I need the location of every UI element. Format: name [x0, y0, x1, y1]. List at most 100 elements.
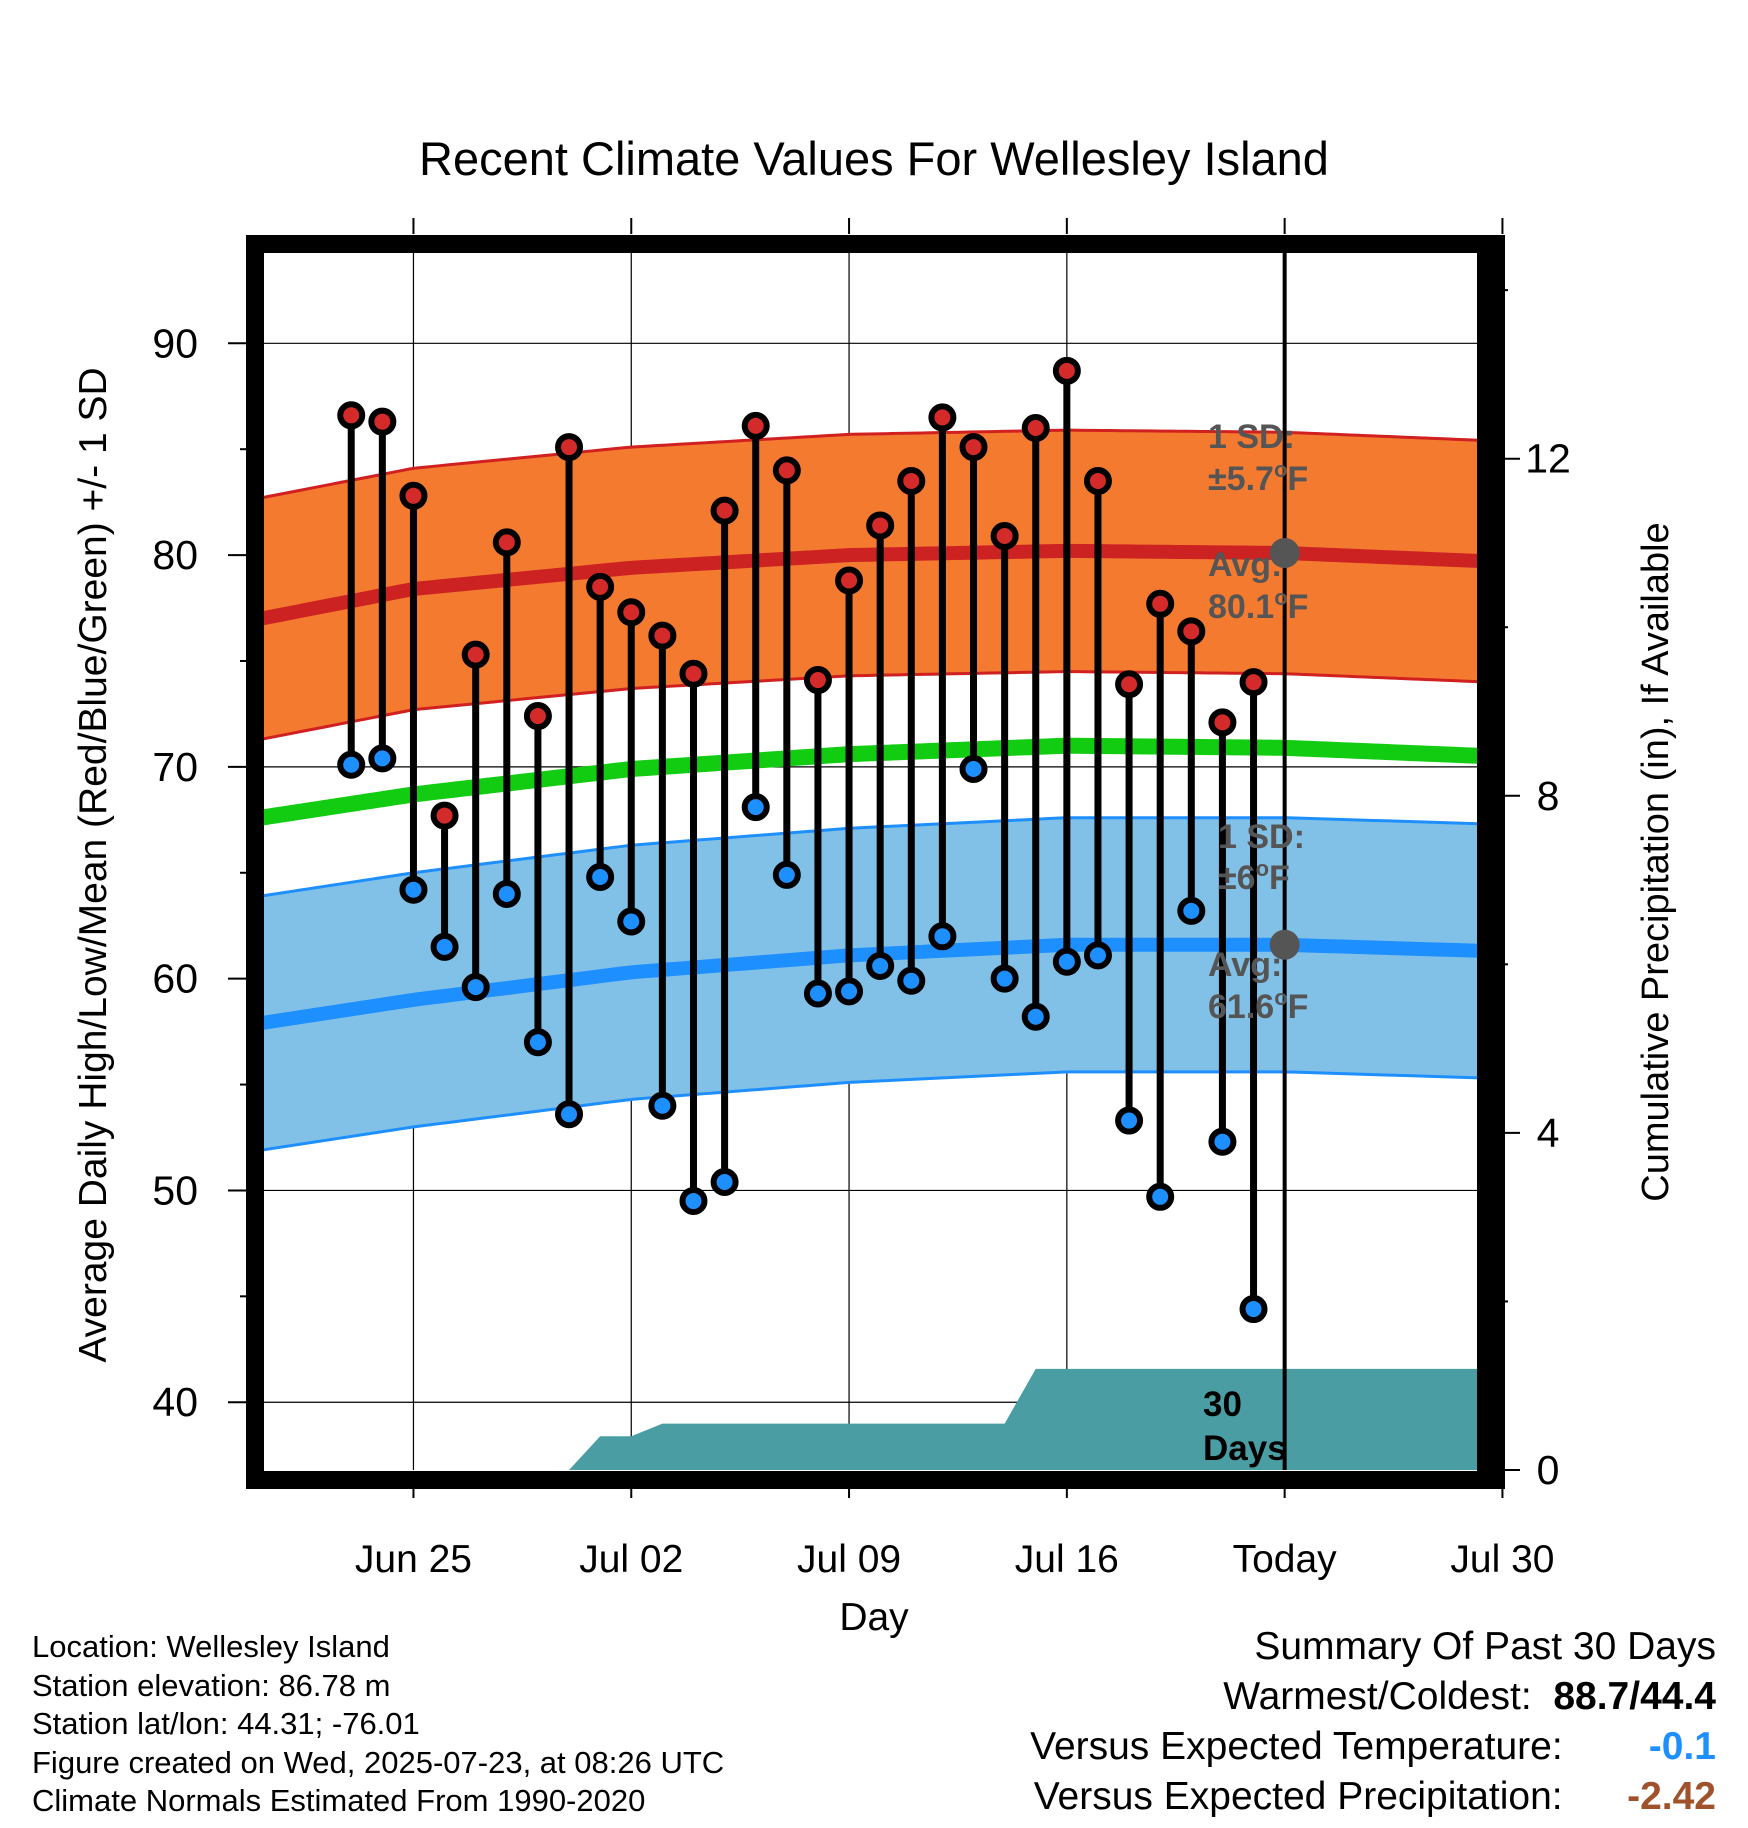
low-sd-label: 1 SD: [1218, 818, 1305, 856]
station-info: Location: Wellesley Island Station eleva… [32, 1628, 724, 1821]
high-point [741, 411, 770, 440]
x-tick-label: Today [1233, 1538, 1338, 1581]
high-sd-label: 1 SD: [1208, 418, 1295, 456]
high-point [1021, 414, 1050, 443]
high-point [399, 481, 428, 510]
low-point [1146, 1182, 1175, 1211]
low-point [492, 879, 521, 908]
summary-panel: Summary Of Past 30 Days Warmest/Coldest:… [1030, 1622, 1716, 1822]
low-avg-value: 61.6oF [1208, 985, 1308, 1026]
low-point [772, 860, 801, 889]
high-point [1115, 670, 1144, 699]
low-point [337, 750, 366, 779]
location-text: Location: Wellesley Island [32, 1629, 390, 1664]
summary-temp-row: Versus Expected Temperature: -0.1 [1030, 1722, 1716, 1772]
days-count-label: 30 [1203, 1385, 1242, 1424]
low-point [928, 922, 957, 951]
x-axis-label: Day [839, 1596, 909, 1639]
low-point [586, 863, 615, 892]
y2-tick-label: 4 [1537, 1110, 1560, 1156]
low-point [1177, 896, 1206, 925]
warmest-value: 88.7/44.4 [1553, 1675, 1716, 1718]
high-point [430, 801, 459, 830]
low-sd-value: ±6oF [1218, 856, 1290, 897]
high-point [492, 528, 521, 557]
high-point [1177, 617, 1206, 646]
low-point [523, 1028, 552, 1057]
high-point [835, 566, 864, 595]
x-tick-label: Jul 09 [797, 1538, 901, 1581]
temp-label: Versus Expected Temperature: [1030, 1725, 1563, 1768]
high-point [679, 659, 708, 688]
high-point [1083, 466, 1112, 495]
high-point [866, 511, 895, 540]
temp-value: -0.1 [1648, 1725, 1716, 1768]
low-point [555, 1100, 584, 1129]
x-tick-label: Jun 25 [355, 1538, 472, 1581]
low-point [741, 793, 770, 822]
summary-warmest-row: Warmest/Coldest: 88.7/44.4 [1030, 1672, 1716, 1722]
low-point [990, 964, 1019, 993]
high-point [1052, 356, 1081, 385]
high-point [617, 598, 646, 627]
high-point [337, 401, 366, 430]
low-point [679, 1187, 708, 1216]
low-point [835, 977, 864, 1006]
high-point [959, 433, 988, 462]
y-tick-label: 40 [152, 1379, 198, 1425]
high-point [523, 702, 552, 731]
y2-tick-label: 12 [1525, 436, 1571, 482]
chart-title: Recent Climate Values For Wellesley Isla… [419, 132, 1329, 185]
y2-tick-label: 8 [1537, 773, 1560, 819]
low-point [617, 907, 646, 936]
high-point [803, 666, 832, 695]
high-point [461, 640, 490, 669]
high-avg-label: Avg: [1208, 546, 1282, 584]
low-point [710, 1167, 739, 1196]
daily-observations [337, 242, 1287, 1470]
high-point [897, 466, 926, 495]
warmest-label: Warmest/Coldest: [1223, 1675, 1532, 1718]
high-avg-value: 80.1oF [1208, 585, 1308, 626]
high-point [1146, 589, 1175, 618]
low-point [1239, 1295, 1268, 1324]
plot-border-main [246, 235, 1505, 1489]
y-tick-label: 50 [152, 1167, 198, 1213]
high-point [990, 522, 1019, 551]
x-tick-label: Jul 16 [1015, 1538, 1119, 1581]
x-tick-label: Jul 02 [579, 1538, 683, 1581]
low-point [648, 1091, 677, 1120]
y-tick-label: 80 [152, 532, 198, 578]
y-axis-label: Average Daily High/Low/Mean (Red/Blue/Gr… [72, 367, 115, 1362]
low-point [866, 951, 895, 980]
high-point [368, 407, 397, 436]
low-point [399, 875, 428, 904]
low-point [803, 979, 832, 1008]
high-point [710, 496, 739, 525]
plot-frame [246, 235, 1505, 1489]
x-tick-label: Jul 30 [1450, 1538, 1554, 1581]
high-point [586, 572, 615, 601]
high-point [1208, 708, 1237, 737]
low-point [1052, 947, 1081, 976]
created-text: Figure created on Wed, 2025-07-23, at 08… [32, 1744, 725, 1780]
y2-axis-label: Cumulative Precipitation (in), If Availa… [1635, 522, 1677, 1201]
low-point [1208, 1127, 1237, 1156]
summary-title: Summary Of Past 30 Days [1254, 1625, 1716, 1668]
high-point [648, 621, 677, 650]
high-point [772, 456, 801, 485]
normals-text: Climate Normals Estimated From 1990-2020 [32, 1783, 646, 1818]
high-avg-marker [1269, 537, 1300, 568]
low-point [959, 754, 988, 783]
high-sd-value: ±5.7oF [1208, 457, 1308, 498]
precip-label: Versus Expected Precipitation: [1033, 1775, 1563, 1818]
low-point [1021, 1002, 1050, 1031]
precipitation-area [569, 1368, 1490, 1470]
low-avg-label: Avg: [1208, 946, 1282, 984]
elevation-text: Station elevation: 86.78 m [32, 1667, 391, 1703]
low-point [368, 744, 397, 773]
low-avg-marker [1269, 929, 1300, 960]
high-point [928, 403, 957, 432]
